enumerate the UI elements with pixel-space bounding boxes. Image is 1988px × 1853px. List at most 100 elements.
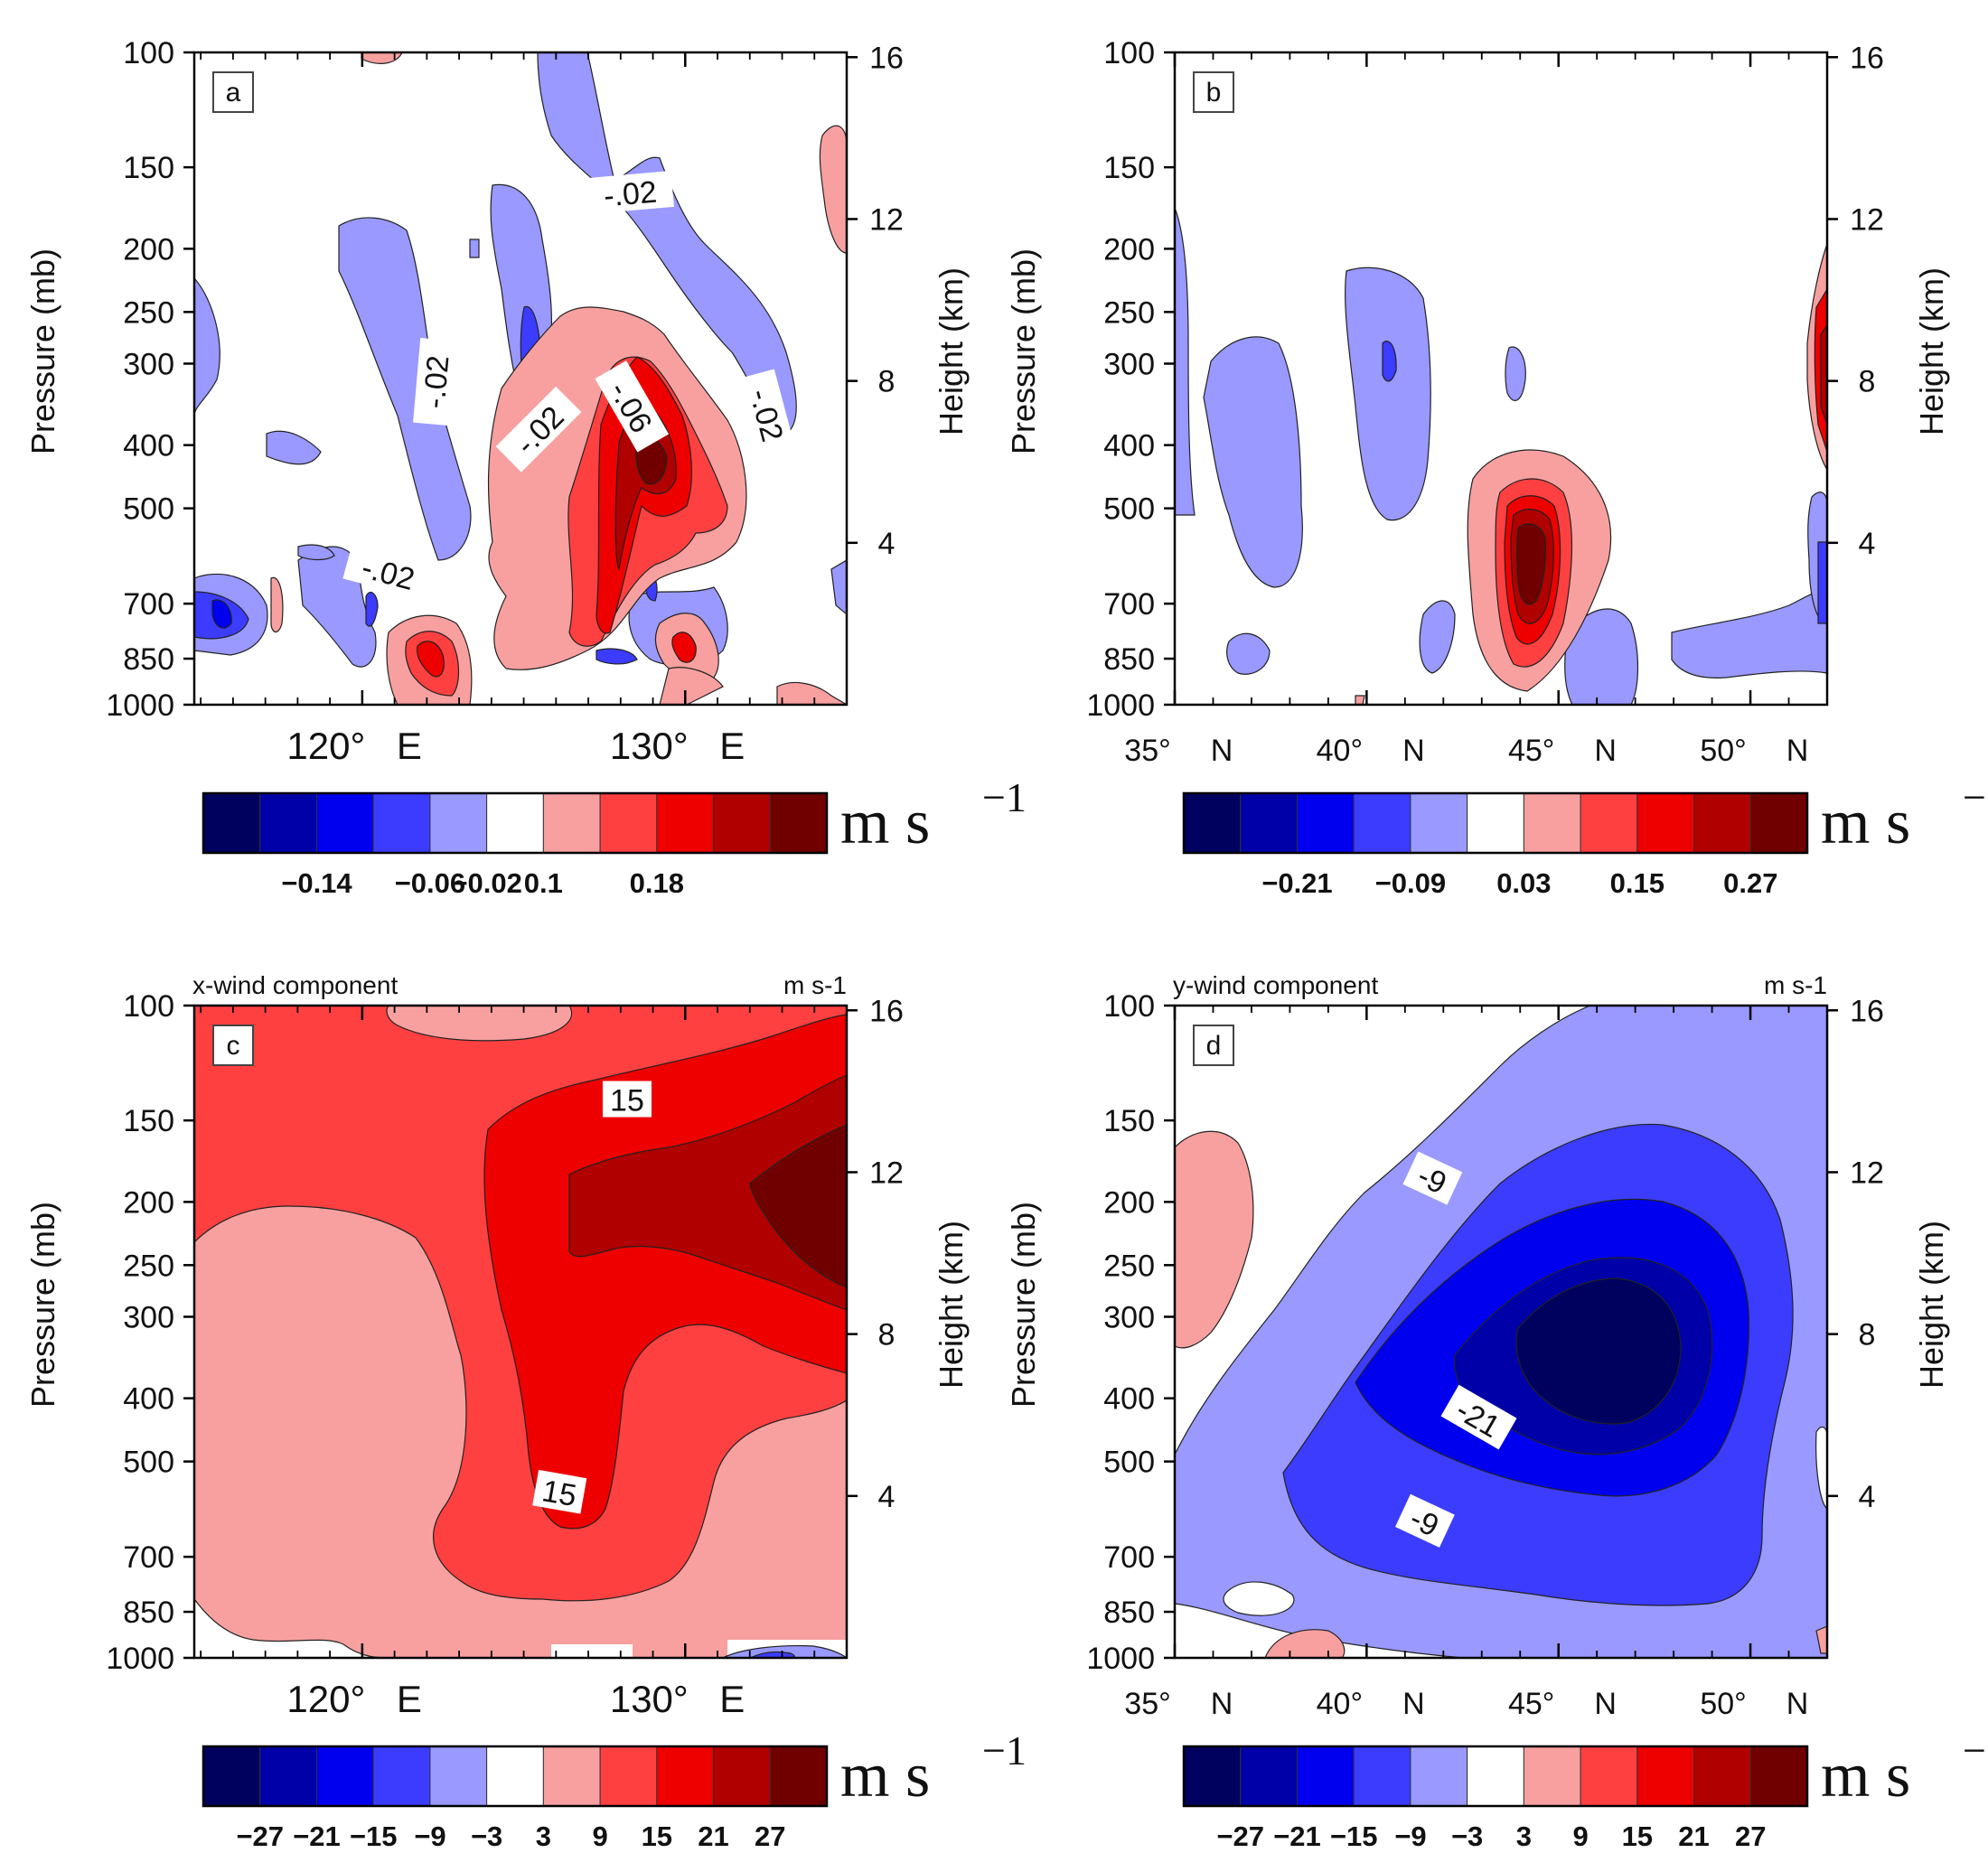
pressure-tick-label: 300 [1103,347,1155,381]
contour-label: -.02 [586,171,674,215]
pressure-tick-label: 300 [123,1300,174,1334]
colorbar-label: 0.1 [524,867,563,899]
colorbar: −27 −21 −15 −9 −3 3 9 15 21 27 m s −1 [202,1727,1027,1852]
y-axis-right-title: Height (km) [933,1221,970,1389]
pressure-tick-label: 850 [123,642,174,677]
colorbar-swatch [429,792,488,854]
pressure-tick-label: 250 [1103,295,1155,330]
panel-label-box: d [1193,1025,1234,1066]
x-tick-label: 35° [1124,1687,1170,1721]
colorbar-swatch [599,1745,658,1807]
pressure-tick-label: 400 [1103,429,1155,463]
svg-text:15: 15 [539,1474,579,1513]
colorbar-swatch [1523,792,1581,854]
panel-label-box: a [212,71,254,113]
colorbar-swatch [315,1745,374,1807]
colorbar-label: −0.09 [1375,867,1446,899]
colorbar-swatch [713,1745,771,1807]
x-tick-label: 40° [1317,1687,1363,1721]
plot-frame [192,1004,849,1660]
colorbar-swatch [1636,1745,1695,1807]
panel-c-chart: x-wind component m s-1 100 150 200 250 300 40… [24,971,1027,1852]
y-axis-right-title: Height (km) [1913,267,1950,435]
height-tick-label: 16 [869,41,904,75]
panel-d-chart: y-wind component m s-1 100 150 200 250 300 40… [1005,971,1988,1852]
x-tick-label: 45° [1508,1687,1554,1721]
height-tick-label: 16 [1850,994,1884,1028]
colorbar-label: −3 [1451,1820,1483,1852]
panel-label-box: b [1193,71,1234,113]
colorbar-label: −0.14 [281,867,352,899]
colorbar: −27 −21 −15 −9 −3 3 9 15 21 27 m s −1 [1182,1727,1988,1852]
height-tick-label: 4 [1859,1480,1876,1514]
x-tick-label: 50° [1700,1687,1746,1721]
colorbar-label: −9 [1394,1820,1426,1852]
panel-b: 100 150 200 250 300 400 500 700 850 1000 16 12 8 4 Pre… [985,0,1988,922]
colorbar-units-exponent: −1 [1963,774,1988,820]
colorbar-label: 9 [1572,1820,1588,1852]
panel-label: a [226,78,241,108]
y-axis-right-title: Height (km) [933,267,970,435]
colorbar-swatch [1353,1745,1411,1807]
colorbar-swatch [202,792,261,854]
pressure-tick-label: 850 [1103,642,1155,677]
x-tick-suffix: N [1402,734,1425,768]
height-tick-label: 4 [878,1480,896,1514]
pressure-tick-label: 500 [123,492,174,527]
panel-a: 100 150 200 250 300 400 500 700 850 1000 16 12 8 4 Pre… [0,0,1027,922]
pressure-tick-label: 200 [1103,232,1155,267]
pressure-tick-label: 100 [123,36,174,70]
panel-label: b [1206,78,1222,108]
colorbar-swatch [259,792,317,854]
x-tick-label: 120° [286,725,365,767]
colorbar-label: 3 [1516,1820,1532,1852]
colorbar-frame [1182,791,1809,855]
contour-label: 15 [532,1469,587,1514]
colorbar-swatch [1296,792,1355,854]
pressure-tick-label: 100 [1103,36,1155,70]
x-tick-label: 40° [1317,734,1363,768]
contour-fill-layer [194,1006,847,1658]
colorbar-label: −15 [1330,1820,1378,1852]
x-tick-suffix: E [397,725,422,767]
colorbar-label: −9 [414,1820,445,1852]
colorbar-swatch [1410,1745,1468,1807]
x-tick-suffix: N [1211,1687,1233,1721]
colorbar-swatch [1523,1745,1581,1807]
colorbar-swatch [1410,792,1468,854]
pressure-tick-label: 1000 [106,1642,174,1676]
colorbar-swatch [486,1745,544,1807]
panel-d: y-wind component m s-1 100 150 200 250 300 40… [985,931,1988,1852]
colorbar-units: m s [840,1741,930,1811]
pressure-tick-label: 400 [123,429,174,463]
colorbar-label: −21 [1273,1820,1321,1852]
x-tick-label: 45° [1508,734,1554,768]
axes: 100 150 200 250 300 400 500 700 850 1000 16 12 8 4 Pre… [1005,36,1950,768]
contour-fill-layer [1175,1006,1827,1658]
y-axis-title: Pressure (mb) [1005,248,1042,454]
colorbar-swatch [1580,1745,1638,1807]
colorbar-swatch [1467,792,1524,854]
colorbar-swatch [599,792,658,854]
contour-label: -9 [1394,1493,1455,1548]
colorbar-swatch [1580,792,1638,854]
colorbar-swatch [1240,1745,1298,1807]
plot-frame [1173,1004,1829,1660]
colorbar: −0.14 −0.06−0.02 0.1 0.18 m s −1 [202,774,1027,899]
pressure-tick-label: 150 [123,151,174,185]
colorbar-label: −0.02 [451,867,521,899]
height-tick-label: 4 [1859,527,1876,561]
colorbar-units: m s [1821,1741,1910,1811]
pressure-tick-label: 200 [123,1185,174,1220]
pressure-tick-label: 700 [123,587,174,622]
x-tick-label: 35° [1124,734,1170,768]
pressure-tick-label: 1000 [106,688,174,723]
y-axis-right-title: Height (km) [1913,1221,1950,1389]
height-tick-label: 4 [878,527,896,561]
colorbar-swatch [713,792,771,854]
height-tick-label: 8 [1859,1318,1876,1352]
colorbar-swatch [1749,792,1808,854]
pressure-tick-label: 500 [1103,492,1155,527]
panel-b-chart: 100 150 200 250 300 400 500 700 850 1000 16 12 8 4 Pre… [1005,36,1988,899]
